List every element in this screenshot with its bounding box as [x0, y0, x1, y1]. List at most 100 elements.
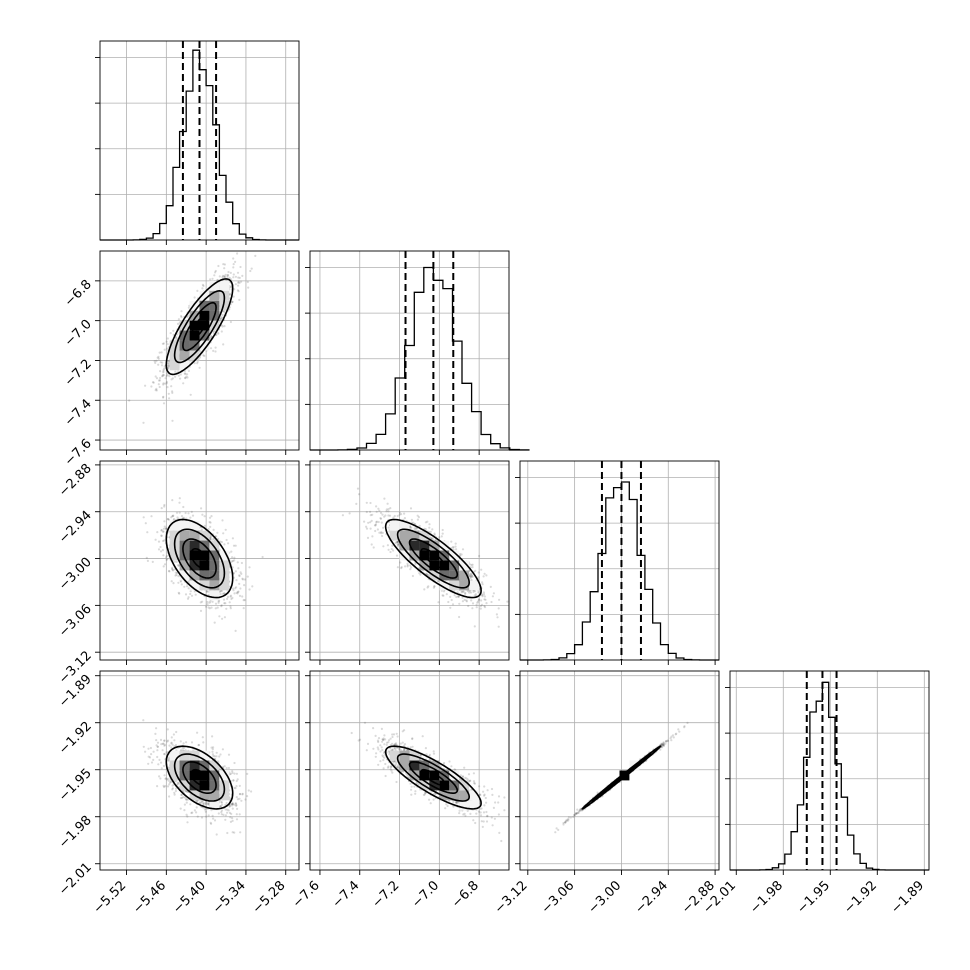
sample-point	[231, 300, 234, 303]
sample-point	[465, 600, 468, 603]
sample-point	[483, 595, 486, 598]
sample-point	[161, 375, 164, 378]
sample-point	[403, 517, 406, 520]
sample-point	[480, 599, 483, 602]
sample-point	[461, 600, 464, 603]
sample-point	[222, 343, 225, 346]
sample-point	[214, 346, 217, 349]
sample-point	[199, 350, 202, 353]
sample-point	[189, 393, 192, 396]
sample-point	[163, 503, 166, 507]
scatter-panel-3-0	[99, 670, 300, 871]
sample-point	[162, 370, 165, 373]
sample-point	[210, 606, 213, 609]
sample-point	[392, 549, 395, 552]
sample-point	[453, 594, 456, 597]
sample-point	[189, 516, 192, 519]
sample-point	[180, 310, 183, 313]
sample-point	[371, 513, 374, 516]
sample-point	[381, 534, 384, 538]
sample-point	[381, 531, 384, 535]
sample-point	[214, 757, 217, 760]
sample-point	[396, 540, 399, 544]
sample-point	[410, 518, 413, 521]
sample-point	[202, 354, 205, 357]
sample-point	[144, 522, 147, 525]
sample-point	[217, 601, 220, 604]
sample-point	[370, 543, 373, 546]
sample-point	[163, 563, 167, 566]
sample-point	[209, 347, 213, 350]
sample-point	[248, 588, 251, 591]
sample-point	[165, 340, 168, 343]
sample-point	[465, 599, 468, 602]
density-cell	[189, 550, 200, 561]
sample-point	[478, 598, 481, 601]
sample-point	[233, 559, 236, 562]
sample-point	[398, 511, 401, 514]
density-cell	[199, 530, 210, 541]
sample-point	[165, 558, 168, 561]
sample-point	[218, 590, 222, 593]
contour-level-2	[173, 528, 226, 589]
sample-point	[203, 524, 206, 527]
sample-point	[396, 566, 399, 569]
sample-point	[211, 735, 214, 738]
sample-point	[232, 544, 236, 547]
sample-point	[430, 537, 433, 540]
sample-point	[224, 528, 227, 531]
sample-point	[231, 559, 235, 563]
density-cell	[459, 580, 470, 591]
sample-point	[379, 511, 383, 514]
sample-point	[214, 269, 217, 273]
sample-point	[471, 575, 474, 579]
sample-point	[227, 270, 230, 274]
sample-point	[437, 601, 440, 604]
sample-point	[211, 600, 214, 603]
density-cell	[189, 520, 200, 531]
sample-point	[160, 534, 163, 537]
sample-point	[222, 592, 226, 595]
sample-point	[437, 579, 440, 583]
sample-point	[128, 399, 131, 402]
sample-point	[249, 269, 252, 273]
sample-point	[209, 536, 212, 540]
sample-point	[424, 521, 427, 524]
sample-point	[379, 517, 383, 520]
sample-point	[216, 531, 219, 534]
sample-point	[470, 575, 473, 579]
sample-point	[180, 515, 184, 518]
sample-point	[166, 386, 169, 389]
sample-point	[246, 575, 249, 578]
sample-point	[415, 527, 418, 530]
density-cell	[209, 560, 220, 571]
sample-point	[469, 577, 472, 580]
sample-point	[384, 514, 387, 517]
sample-point	[195, 811, 198, 814]
sample-point	[238, 281, 241, 285]
density-cell	[179, 540, 190, 551]
sample-point	[151, 381, 155, 384]
sample-point	[180, 314, 183, 318]
sample-point	[165, 778, 168, 781]
sample-point	[471, 602, 475, 605]
contour-level-0	[420, 548, 447, 570]
sample-point	[178, 592, 181, 595]
histogram-step	[730, 681, 929, 871]
sample-point	[190, 741, 194, 744]
sample-point	[174, 375, 177, 378]
sample-point	[482, 575, 485, 578]
contour-level-3	[165, 278, 234, 376]
sample-point	[397, 542, 400, 545]
sample-point	[478, 554, 481, 558]
sample-point	[205, 590, 209, 593]
sample-point	[206, 802, 210, 805]
sample-point	[157, 548, 161, 551]
sample-point	[194, 593, 197, 596]
sample-point	[212, 754, 215, 758]
sample-point	[230, 804, 233, 807]
sample-point	[209, 600, 212, 603]
sample-point	[248, 566, 251, 569]
density-cell	[169, 520, 180, 531]
sample-point	[162, 382, 165, 385]
